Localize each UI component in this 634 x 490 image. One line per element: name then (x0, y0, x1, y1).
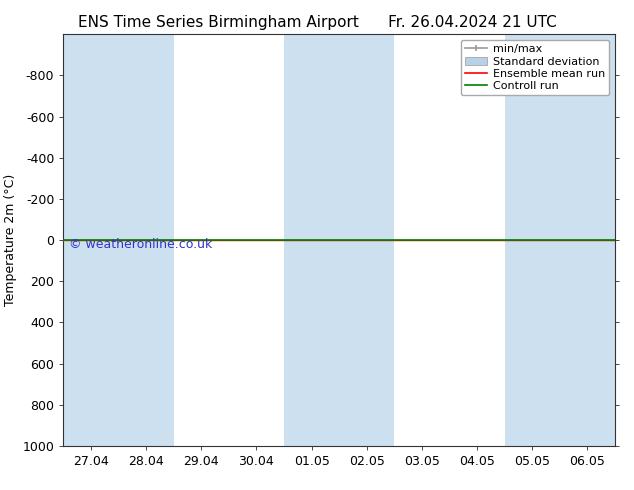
Bar (505, 34, 615, 446)
Y-axis label: Temperature 2m (°C): Temperature 2m (°C) (4, 174, 17, 306)
Text: © weatheronline.co.uk: © weatheronline.co.uk (69, 238, 212, 251)
Text: ENS Time Series Birmingham Airport      Fr. 26.04.2024 21 UTC: ENS Time Series Birmingham Airport Fr. 2… (77, 15, 557, 30)
Bar (284, 34, 394, 446)
Legend: min/max, Standard deviation, Ensemble mean run, Controll run: min/max, Standard deviation, Ensemble me… (460, 40, 609, 96)
Bar (63, 34, 174, 446)
